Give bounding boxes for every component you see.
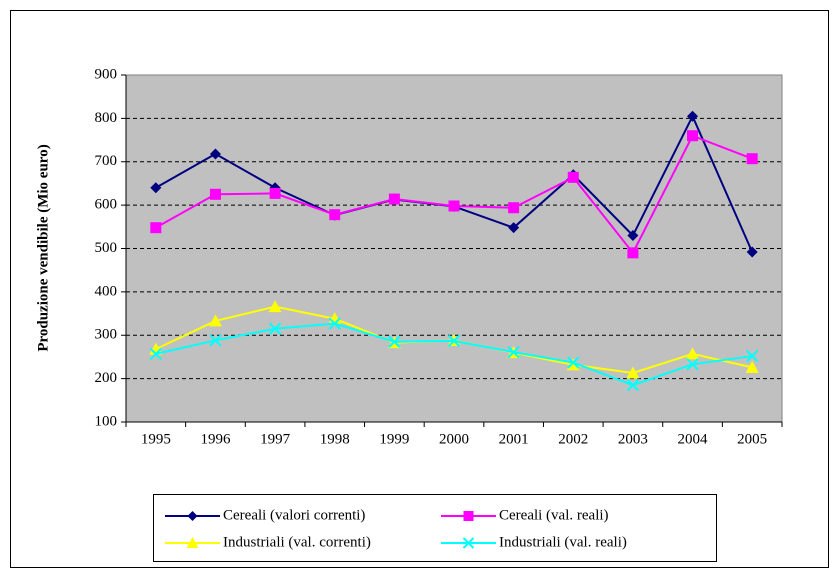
point [746, 246, 758, 258]
point [746, 153, 758, 165]
x-tick-label: 1999 [379, 431, 409, 447]
point [269, 187, 281, 199]
y-tick-label: 600 [95, 197, 118, 213]
point [150, 182, 162, 194]
point [209, 148, 221, 160]
point [627, 229, 639, 241]
legend-box [153, 494, 717, 562]
y-tick-label: 500 [95, 240, 118, 256]
point [567, 171, 579, 183]
point [209, 188, 221, 200]
point [186, 537, 199, 548]
point [745, 360, 759, 373]
point [686, 347, 700, 360]
point [268, 322, 282, 335]
y-tick-label: 900 [95, 66, 118, 82]
y-tick-label: 400 [95, 283, 118, 299]
point [566, 358, 580, 371]
point [627, 247, 639, 259]
point [687, 110, 699, 122]
x-tick-label: 2004 [678, 431, 709, 447]
y-tick-label: 100 [95, 413, 118, 429]
point [508, 202, 520, 214]
x-tick-label: 1997 [260, 431, 291, 447]
point [209, 334, 222, 347]
x-tick-label: 2003 [618, 431, 648, 447]
legend-label: Cereali (valori correnti) [223, 507, 365, 523]
legend-label: Industriali (val. correnti) [223, 534, 371, 550]
x-tick-label: 1998 [320, 431, 350, 447]
y-tick-label: 700 [95, 153, 118, 169]
x-tick-label: 2000 [439, 431, 469, 447]
y-axis-label: Produzione vendibile (Mio euro) [35, 144, 51, 351]
point [447, 334, 461, 348]
point [388, 335, 401, 348]
legend-label: Cereali (val. reali) [499, 507, 609, 523]
point [508, 222, 520, 234]
x-tick-label: 1996 [200, 431, 231, 447]
y-tick-label: 200 [95, 370, 118, 386]
legend-label: Industriali (val. reali) [499, 534, 627, 550]
point [567, 356, 580, 369]
x-tick-label: 2001 [499, 431, 529, 447]
point [268, 300, 282, 313]
point [149, 347, 163, 361]
point [462, 537, 475, 549]
point [626, 378, 640, 392]
point [187, 511, 198, 521]
point [388, 193, 400, 205]
point [687, 130, 699, 142]
y-tick-label: 800 [95, 110, 118, 126]
point [150, 222, 162, 234]
y-tick-label: 300 [95, 327, 118, 343]
point [463, 511, 474, 521]
x-tick-label: 2005 [737, 431, 767, 447]
point [626, 366, 640, 379]
x-tick-label: 1995 [141, 431, 171, 447]
x-tick-label: 2002 [558, 431, 588, 447]
point [507, 345, 520, 359]
point [329, 209, 341, 221]
point [448, 200, 460, 212]
point [328, 317, 341, 330]
point [745, 349, 759, 363]
point [686, 358, 699, 371]
point [208, 314, 222, 327]
